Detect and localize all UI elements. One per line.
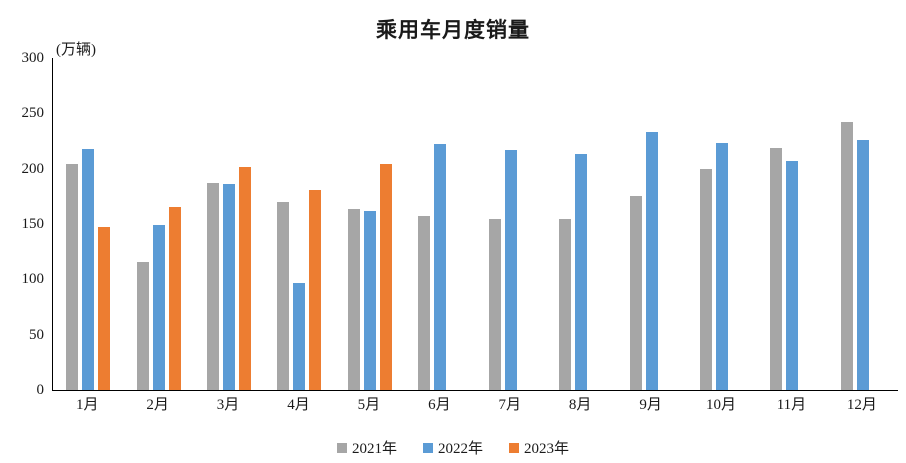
- x-tick-label: 11月: [776, 397, 807, 413]
- bar-2021年-7月: [488, 218, 501, 390]
- bar-group-8月: [546, 58, 616, 390]
- plot-area: [52, 58, 898, 391]
- bar-2021年-8月: [559, 218, 572, 390]
- bar-2023年-4月: [309, 189, 322, 390]
- bar-group-12月: [828, 58, 898, 390]
- x-axis-tick-labels: 1月 2月 3月 4月 5月 6月 7月 8月 9月 10月 11月 12月: [52, 396, 897, 414]
- bar-2022年-9月: [645, 132, 658, 390]
- y-tick-label: 100: [21, 271, 45, 288]
- x-tick-label: 1月: [75, 397, 99, 413]
- legend-label: 2021年: [351, 441, 397, 457]
- bar-2021年-1月: [66, 164, 79, 390]
- bar-2021年-10月: [700, 168, 712, 390]
- bar-group-1月: [53, 58, 123, 390]
- bar-group-3月: [194, 58, 264, 390]
- bar-2021年-3月: [207, 183, 220, 390]
- x-tick-label: 9月: [639, 397, 662, 413]
- y-tick-label: 250: [21, 105, 45, 122]
- bar-2021年-2月: [136, 261, 149, 390]
- y-axis-unit-label: (万辆): [56, 42, 96, 58]
- bar-2023年-2月: [168, 207, 181, 390]
- bar-group-11月: [757, 58, 827, 390]
- y-tick-label: 150: [21, 216, 45, 232]
- bar-2022年-12月: [856, 139, 869, 390]
- chart-title: 乘用车月度销量: [376, 18, 530, 42]
- x-tick-label: 12月: [846, 397, 877, 413]
- legend-label: 2022年: [437, 441, 483, 457]
- bar-2023年-1月: [98, 227, 111, 390]
- bar-2021年-4月: [277, 201, 290, 390]
- bar-2022年-6月: [434, 144, 447, 390]
- bar-2022年-7月: [504, 149, 517, 390]
- bar-2021年-5月: [347, 208, 360, 390]
- bar-2021年-9月: [629, 196, 642, 390]
- bar-2021年-6月: [418, 216, 431, 390]
- bar-group-2月: [123, 58, 193, 390]
- bar-2023年-3月: [239, 166, 252, 390]
- bar-group-5月: [335, 58, 405, 390]
- bar-2022年-11月: [786, 160, 799, 390]
- y-tick-label: 200: [21, 160, 45, 177]
- legend-swatch-2022年: [422, 442, 433, 453]
- bar-2022年-5月: [363, 210, 376, 390]
- legend-item-2023年: 2023年: [509, 437, 569, 458]
- bar-2022年-1月: [82, 148, 95, 390]
- y-tick-label: 50: [29, 326, 44, 343]
- bar-2021年-11月: [770, 147, 783, 390]
- x-tick-label: 2月: [146, 397, 169, 413]
- bar-group-7月: [476, 58, 546, 390]
- legend: 2021年 2022年 2023年: [0, 437, 906, 458]
- legend-item-2022年: 2022年: [422, 437, 483, 458]
- legend-label: 2023年: [524, 441, 570, 457]
- legend-swatch-2021年: [336, 442, 347, 453]
- bar-group-9月: [616, 58, 686, 390]
- bar-group-6月: [405, 58, 475, 390]
- bar-2021年-12月: [840, 122, 853, 390]
- x-tick-label: 5月: [357, 397, 381, 413]
- bar-2022年-3月: [223, 184, 236, 390]
- y-axis-tick-labels: 0 50 100 150 200 250 300: [0, 50, 45, 398]
- bar-group-10月: [687, 58, 757, 390]
- x-tick-label: 3月: [216, 397, 240, 413]
- x-tick-label: 7月: [498, 397, 521, 413]
- x-tick-label: 4月: [287, 397, 310, 413]
- bar-2022年-2月: [152, 225, 165, 390]
- bar-2022年-4月: [293, 282, 306, 390]
- y-tick-label: 0: [36, 382, 45, 398]
- bar-group-4月: [264, 58, 334, 390]
- bar-2023年-5月: [379, 164, 392, 390]
- x-tick-label: 10月: [706, 397, 737, 413]
- legend-swatch-2023年: [509, 442, 519, 453]
- legend-item-2021年: 2021年: [336, 437, 397, 458]
- y-tick-label: 300: [21, 50, 45, 66]
- bar-2022年-8月: [575, 154, 588, 390]
- x-tick-label: 8月: [568, 397, 592, 413]
- x-tick-label: 6月: [428, 397, 451, 413]
- bar-2022年-10月: [716, 143, 728, 390]
